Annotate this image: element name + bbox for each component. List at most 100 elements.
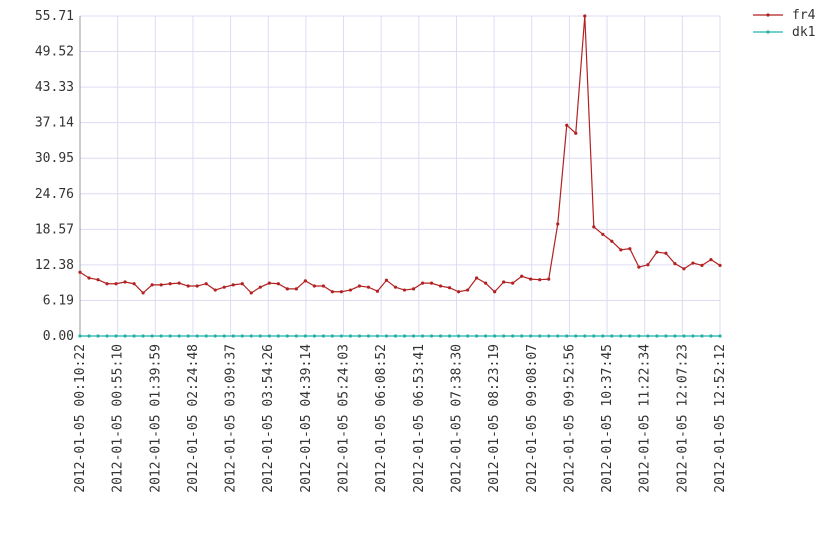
data-point — [447, 334, 452, 338]
data-point — [402, 334, 407, 338]
data-point — [601, 334, 605, 338]
data-point — [267, 334, 271, 338]
series-line — [79, 15, 721, 294]
data-point — [339, 334, 344, 338]
data-point — [456, 334, 461, 338]
x-tick-label: 2012-01-05 06:08:52 — [374, 344, 389, 493]
x-tick-label: 2012-01-05 04:39:14 — [299, 344, 314, 493]
data-point — [691, 261, 695, 265]
data-point — [276, 282, 280, 286]
data-point — [511, 281, 515, 285]
data-point — [330, 334, 334, 338]
data-point — [213, 288, 217, 292]
data-point — [294, 334, 298, 338]
data-point — [177, 334, 181, 338]
data-point — [186, 334, 190, 338]
data-point — [249, 334, 253, 338]
data-point — [114, 282, 118, 286]
x-tick-label: 2012-01-05 09:08:07 — [525, 344, 540, 493]
data-point — [312, 284, 316, 288]
data-point — [168, 334, 172, 338]
data-point — [240, 334, 244, 338]
data-point — [258, 334, 262, 338]
data-point — [375, 334, 380, 338]
data-point — [574, 131, 578, 135]
data-point — [231, 334, 235, 338]
x-tick-label: 2012-01-05 03:54:26 — [261, 344, 276, 493]
data-point — [222, 334, 226, 338]
y-tick-label: 43.33 — [35, 80, 74, 95]
data-point — [718, 334, 722, 338]
y-tick-label: 12.38 — [35, 258, 74, 273]
data-point — [285, 287, 289, 291]
data-point — [565, 123, 569, 127]
data-point — [402, 288, 407, 292]
x-tick-label: 2012-01-05 03:09:37 — [224, 344, 239, 493]
data-point — [303, 334, 307, 338]
data-point — [682, 334, 686, 338]
data-point — [583, 14, 587, 18]
data-point — [628, 247, 632, 251]
data-point — [718, 263, 722, 267]
data-point — [258, 285, 262, 289]
data-point — [565, 334, 569, 338]
data-point — [466, 288, 470, 292]
data-point — [321, 334, 325, 338]
x-tick-label: 2012-01-05 00:55:10 — [111, 344, 126, 493]
data-point — [475, 334, 479, 338]
x-tick-label: 2012-01-05 00:10:22 — [73, 344, 88, 493]
data-point — [321, 284, 325, 288]
data-point — [429, 281, 434, 285]
data-point — [339, 290, 344, 294]
y-tick-label: 18.57 — [35, 222, 74, 237]
data-point — [204, 282, 208, 286]
data-point — [529, 334, 533, 338]
data-point — [438, 334, 443, 338]
data-point — [574, 334, 578, 338]
data-point — [411, 287, 416, 291]
data-point — [150, 334, 154, 338]
data-point — [213, 334, 217, 338]
data-point — [682, 267, 686, 271]
data-point — [87, 334, 91, 338]
data-point — [709, 334, 713, 338]
data-point — [529, 277, 533, 281]
data-point — [538, 334, 542, 338]
data-point — [475, 276, 479, 280]
data-point — [222, 285, 226, 289]
data-point — [132, 282, 136, 286]
data-point — [691, 334, 695, 338]
data-point — [655, 334, 659, 338]
legend-label: dk1 — [792, 25, 815, 40]
data-point — [357, 284, 362, 288]
data-point — [96, 278, 100, 282]
data-point — [637, 334, 641, 338]
data-point — [700, 263, 704, 267]
data-point — [159, 283, 163, 287]
data-point — [664, 251, 668, 255]
data-point — [105, 334, 109, 338]
data-point — [123, 334, 127, 338]
data-point — [159, 334, 163, 338]
data-point — [556, 222, 560, 226]
data-point — [285, 334, 289, 338]
x-tick-label: 2012-01-05 08:23:19 — [487, 344, 502, 493]
data-point — [231, 283, 235, 287]
y-tick-label: 0.00 — [43, 329, 74, 344]
data-point — [348, 288, 353, 292]
data-point — [195, 334, 199, 338]
data-point — [267, 281, 271, 285]
data-point — [303, 279, 307, 283]
data-point — [204, 334, 208, 338]
data-point — [610, 239, 614, 243]
data-point — [646, 263, 650, 267]
data-point — [276, 334, 280, 338]
data-point — [141, 291, 145, 295]
data-point — [709, 258, 713, 262]
legend-label: fr4 — [792, 8, 816, 23]
x-tick-label: 2012-01-05 01:39:59 — [148, 344, 163, 493]
data-point — [655, 250, 659, 254]
data-point — [330, 290, 334, 294]
data-point — [592, 334, 596, 338]
x-tick-label: 2012-01-05 12:52:12 — [713, 344, 728, 493]
